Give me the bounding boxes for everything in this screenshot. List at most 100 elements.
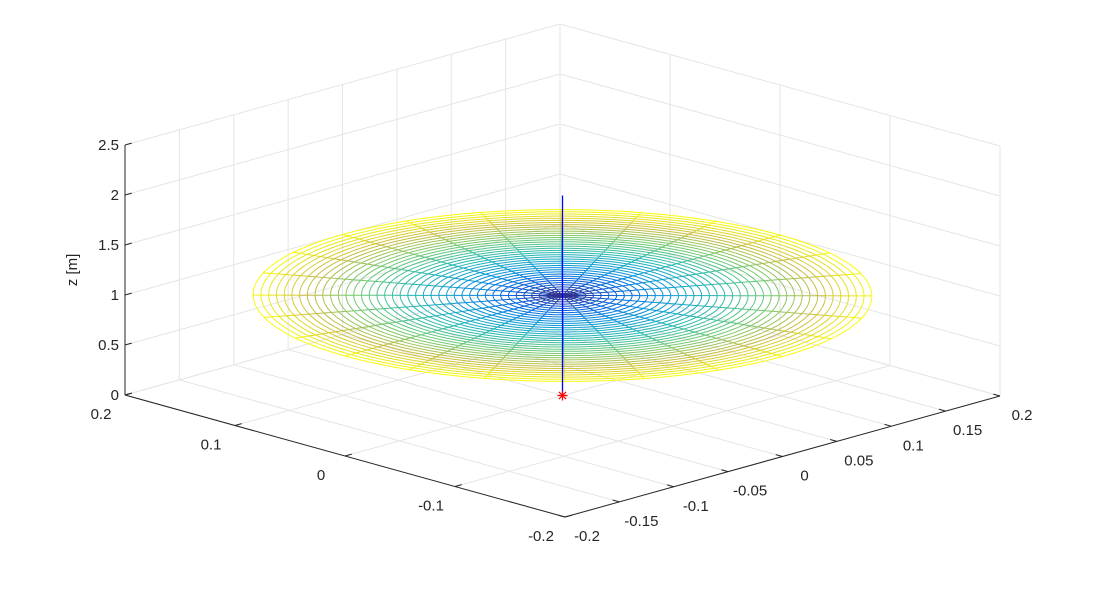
surface-spoke xyxy=(550,303,556,309)
surface-spoke xyxy=(382,281,398,284)
surface-spoke xyxy=(517,249,522,255)
surface-spoke xyxy=(677,235,686,241)
surface-spoke xyxy=(367,280,383,283)
surface-spoke xyxy=(594,328,600,334)
grid-line xyxy=(451,303,892,427)
surface-spoke xyxy=(499,265,509,270)
surface-spoke xyxy=(428,314,443,318)
grid-line xyxy=(559,23,1001,147)
surface-spoke xyxy=(533,266,539,271)
surface-spoke xyxy=(322,331,336,335)
surface-spoke xyxy=(649,267,661,272)
surface-spoke xyxy=(518,282,530,287)
y-tick-mark xyxy=(993,393,1001,397)
surface-spoke xyxy=(409,365,418,371)
surface-spoke xyxy=(366,346,378,351)
surface-spoke xyxy=(279,314,295,317)
surface-spoke xyxy=(482,305,496,309)
surface-spoke xyxy=(502,298,518,301)
surface-spoke xyxy=(541,274,547,280)
surface-spoke xyxy=(609,241,614,247)
surface-spoke xyxy=(620,228,626,234)
surface-spoke xyxy=(656,310,671,314)
z-tick-label: 1.5 xyxy=(98,237,119,254)
surface-spoke xyxy=(424,358,433,363)
surface-spoke xyxy=(375,322,390,326)
surface-spoke xyxy=(695,271,710,275)
surface-spoke xyxy=(538,315,544,321)
surface-spoke xyxy=(635,369,641,375)
surface-spoke xyxy=(566,299,572,305)
surface-spoke xyxy=(582,315,588,321)
surface-spoke xyxy=(607,298,623,301)
surface-spoke xyxy=(344,352,357,357)
surface-spoke xyxy=(468,307,483,311)
surface-spoke xyxy=(615,349,621,355)
surface-spoke xyxy=(602,286,616,290)
z-tick-mark xyxy=(124,292,132,296)
surface-spoke xyxy=(532,292,548,295)
surface-spoke xyxy=(535,297,550,301)
z-tick-label: 0.5 xyxy=(98,337,119,354)
surface-spoke xyxy=(603,336,608,342)
surface-spoke xyxy=(623,357,629,363)
surface-spoke xyxy=(703,252,715,257)
surface-spoke xyxy=(756,279,772,282)
surface-spoke xyxy=(530,324,536,330)
surface-spoke xyxy=(592,276,602,282)
surface-spoke xyxy=(472,300,488,303)
surface-spoke xyxy=(687,354,696,360)
surface-spoke xyxy=(549,282,555,288)
surface-spoke xyxy=(509,301,523,305)
surface-spoke xyxy=(632,216,638,222)
surface-spoke xyxy=(480,212,486,217)
surface-spoke xyxy=(697,305,713,308)
surface-spoke xyxy=(705,334,717,339)
surface-spoke xyxy=(696,284,712,287)
surface-spoke xyxy=(639,316,651,321)
surface-spoke xyxy=(532,296,548,299)
surface-spoke xyxy=(468,250,477,255)
surface-spoke xyxy=(642,280,657,284)
surface-spoke xyxy=(397,249,409,254)
surface-spoke xyxy=(725,246,737,251)
surface-spoke xyxy=(771,278,787,281)
surface-spoke xyxy=(585,306,594,311)
x-tick-mark xyxy=(564,514,572,518)
surface-spoke xyxy=(605,279,618,284)
surface-spoke xyxy=(402,318,416,322)
surface-spoke xyxy=(681,285,697,288)
surface-spoke xyxy=(616,232,622,238)
surface-spoke xyxy=(338,278,354,281)
surface-spoke xyxy=(566,286,571,292)
surface-spoke xyxy=(353,309,369,312)
surface-spoke xyxy=(523,276,532,282)
surface-spoke xyxy=(516,313,525,319)
surface-spoke xyxy=(362,324,376,328)
surface-spoke xyxy=(600,272,609,278)
surface-spoke xyxy=(627,273,639,278)
surface-spoke xyxy=(762,260,777,265)
surface-spoke xyxy=(816,252,830,256)
surface-spoke xyxy=(421,227,430,233)
y-tick-label: -0.05 xyxy=(733,483,767,500)
surface-spoke xyxy=(485,273,497,278)
surface-spoke xyxy=(654,246,663,252)
surface-spoke xyxy=(342,234,354,239)
surface-spoke xyxy=(539,302,548,308)
surface-spoke xyxy=(712,306,728,309)
surface-spoke xyxy=(522,288,536,292)
surface-spoke xyxy=(742,308,758,311)
surface-spoke xyxy=(526,328,532,334)
surface-spoke xyxy=(593,257,599,263)
surface-spoke xyxy=(570,303,576,309)
surface-spoke xyxy=(515,340,520,346)
surface-spoke xyxy=(475,316,487,321)
surface-spoke xyxy=(455,343,464,348)
grid-line xyxy=(287,349,729,473)
surface-spoke xyxy=(594,282,607,287)
grid-line xyxy=(179,379,620,503)
surface-spoke xyxy=(416,361,425,367)
surface-spoke xyxy=(601,249,606,255)
y-tick-mark xyxy=(721,469,729,473)
